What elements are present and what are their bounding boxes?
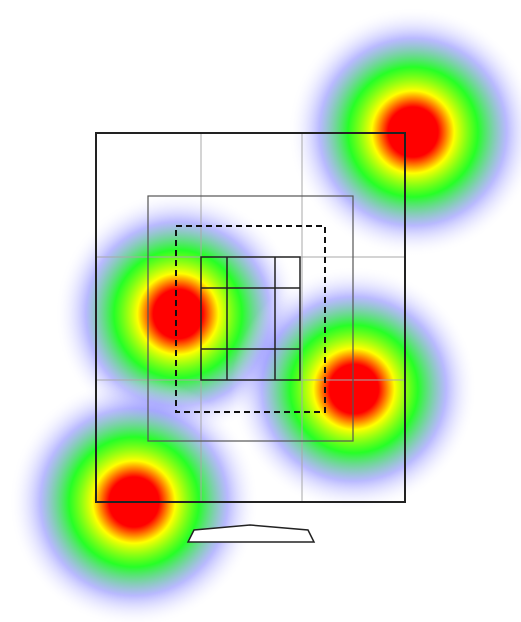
hotspot-middle-right — [231, 266, 477, 512]
outer-screen-rect — [95, 132, 406, 503]
dashed-rect — [175, 225, 326, 413]
inner-grid — [200, 256, 301, 381]
inner-grid-rect — [200, 256, 301, 381]
middle-rect — [147, 195, 354, 442]
heatmap-layer — [9, 7, 521, 622]
hotspot-bottom-left — [9, 377, 259, 622]
monitor-stand — [186, 524, 316, 543]
